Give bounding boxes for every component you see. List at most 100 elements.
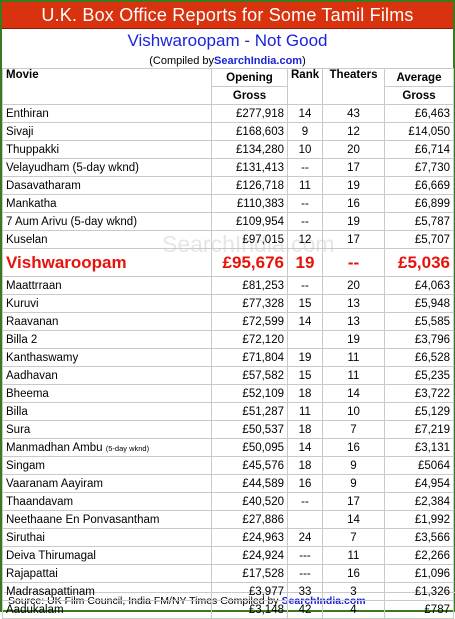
average-gross-cell: £7,219 <box>384 420 454 439</box>
opening-gross-cell: £40,520 <box>211 492 288 511</box>
rank-cell-text: --- <box>299 567 311 580</box>
average-gross-cell-text: £6,899 <box>414 197 450 210</box>
theaters-cell: 17 <box>322 230 385 249</box>
theaters-cell: 11 <box>322 348 385 367</box>
average-gross-cell-text: £3,566 <box>414 531 450 544</box>
movie-cell: Kuselan <box>2 230 212 249</box>
opening-gross-cell: £97,015 <box>211 230 288 249</box>
opening-gross-cell: £50,095 <box>211 438 288 457</box>
theaters-cell: 12 <box>322 122 385 141</box>
movie-cell: Mankatha <box>2 194 212 213</box>
movie-cell: Dasavatharam <box>2 176 212 195</box>
average-gross-cell: £2,266 <box>384 546 454 565</box>
rank-cell: -- <box>287 158 323 177</box>
average-gross-cell-text: £5,707 <box>414 233 450 246</box>
theaters-cell: 19 <box>322 330 385 349</box>
rank-cell: 9 <box>287 122 323 141</box>
header-theaters: Theaters <box>322 68 385 105</box>
opening-gross-cell: £24,963 <box>211 528 288 547</box>
theaters-cell-text: 17 <box>347 233 360 246</box>
table-row: Aadukalam £3,148 42 4 £787 <box>2 600 454 619</box>
rank-cell: --- <box>287 564 323 583</box>
average-gross-cell: £2,384 <box>384 492 454 511</box>
theaters-cell: 20 <box>322 276 385 295</box>
opening-gross-cell-text: £95,676 <box>222 252 284 272</box>
average-gross-cell-text: £3,722 <box>414 387 450 400</box>
average-gross-cell: £5,948 <box>384 294 454 313</box>
opening-gross-cell-text: £126,718 <box>236 179 284 192</box>
average-gross-cell-text: £5064 <box>418 459 450 472</box>
average-gross-cell: £3,566 <box>384 528 454 547</box>
opening-gross-cell: £72,599 <box>211 312 288 331</box>
movie-cell-text: Thaandavam <box>6 495 74 508</box>
compiled-site-link[interactable]: SearchIndia.com <box>214 54 303 67</box>
movie-cell: Enthiran <box>2 104 212 123</box>
average-gross-cell-text: £6,463 <box>414 107 450 120</box>
table-row: Kanthaswamy £71,804 19 11 £6,528 <box>2 348 454 367</box>
movie-cell: Billa 2 <box>2 330 212 349</box>
opening-gross-cell: £126,718 <box>211 176 288 195</box>
rank-cell-text: 42 <box>298 603 312 616</box>
opening-gross-cell-text: £44,589 <box>242 477 284 490</box>
theaters-cell: 9 <box>322 474 385 493</box>
rank-cell-text: 33 <box>298 585 312 598</box>
movie-cell-text: Billa <box>6 405 28 418</box>
movie-note: (5-day wknd) <box>105 443 150 453</box>
rank-cell: 18 <box>287 384 323 403</box>
opening-gross-cell: £3,148 <box>211 600 288 619</box>
opening-gross-cell-text: £131,413 <box>236 161 284 174</box>
average-gross-cell: £1,992 <box>384 510 454 529</box>
table-row: Kuselan £97,015 12 17 £5,707 <box>2 230 454 249</box>
movie-cell: Thaandavam <box>2 492 212 511</box>
theaters-cell-text: 9 <box>350 477 357 490</box>
rank-cell-text: 9 <box>301 125 309 138</box>
movie-cell: Thuppakki <box>2 140 212 159</box>
rank-cell: 24 <box>287 528 323 547</box>
average-gross-cell-text: £3,131 <box>414 441 450 454</box>
rank-cell-text: 14 <box>298 441 312 454</box>
rank-cell <box>287 330 323 349</box>
theaters-cell: 16 <box>322 564 385 583</box>
opening-gross-cell-text: £24,924 <box>242 549 284 562</box>
table-row: Maattrraan £81,253 -- 20 £4,063 <box>2 276 454 295</box>
opening-gross-cell: £109,954 <box>211 212 288 231</box>
average-gross-cell-text: £7,730 <box>414 161 450 174</box>
theaters-cell: 13 <box>322 312 385 331</box>
theaters-cell-text: 16 <box>347 441 360 454</box>
theaters-cell: 20 <box>322 140 385 159</box>
average-gross-cell: £787 <box>384 600 454 619</box>
opening-gross-cell-text: £3,977 <box>248 585 284 598</box>
movie-cell: Deiva Thirumagal <box>2 546 212 565</box>
theaters-cell-text: 10 <box>347 405 360 418</box>
movie-cell-text: Velayudham (5-day wknd) <box>6 161 139 174</box>
average-gross-cell-text: £14,050 <box>408 125 450 138</box>
opening-gross-cell-text: £51,287 <box>242 405 284 418</box>
rank-cell-text: 14 <box>298 315 312 328</box>
opening-gross-cell: £95,676 <box>211 248 288 277</box>
rank-cell-text: 18 <box>298 423 312 436</box>
average-gross-cell: £3,796 <box>384 330 454 349</box>
rank-cell-text: 18 <box>298 387 312 400</box>
movie-cell-text: Enthiran <box>6 107 49 120</box>
movie-cell-text: Thuppakki <box>6 143 60 156</box>
average-gross-cell: £6,669 <box>384 176 454 195</box>
rank-cell-text: 24 <box>298 531 312 544</box>
theaters-cell-text: 14 <box>347 387 360 400</box>
movie-cell: Raavanan <box>2 312 212 331</box>
movie-cell-text: Sura <box>6 423 31 436</box>
movie-cell-text: Vishwaroopam <box>6 252 127 272</box>
average-gross-cell-text: £7,219 <box>414 423 450 436</box>
movie-cell: Kuruvi <box>2 294 212 313</box>
average-gross-cell: £5,036 <box>384 248 454 277</box>
theaters-cell-text: 19 <box>347 179 360 192</box>
opening-gross-cell-text: £109,954 <box>236 215 284 228</box>
rank-cell: 16 <box>287 474 323 493</box>
rank-cell <box>287 510 323 529</box>
table-row: Vaaranam Aayiram £44,589 16 9 £4,954 <box>2 474 454 493</box>
movie-cell-text: 7 Aum Arivu (5-day wknd) <box>6 215 138 228</box>
opening-gross-cell-text: £71,804 <box>242 351 284 364</box>
opening-gross-cell: £110,383 <box>211 194 288 213</box>
theaters-cell: -- <box>322 248 385 277</box>
movie-cell: Sivaji <box>2 122 212 141</box>
